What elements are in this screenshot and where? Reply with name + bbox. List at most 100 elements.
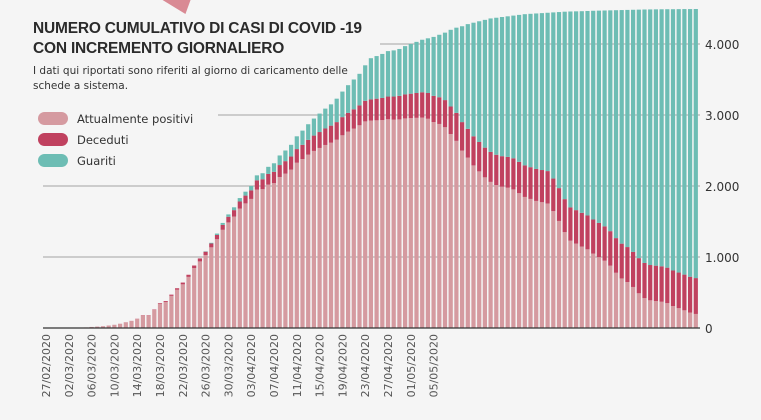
bar-segment-guariti xyxy=(568,11,573,208)
bar-segment-positivi xyxy=(636,293,641,328)
bar-segment-positivi xyxy=(648,300,653,328)
x-tick-label: 18/03/2020 xyxy=(154,334,167,397)
bar-segment-guariti xyxy=(391,50,396,97)
bar-segment-deceduti xyxy=(442,100,448,128)
x-tick-label: 11/04/2020 xyxy=(291,334,304,397)
legend-label: Deceduti xyxy=(77,132,129,147)
bar-segment-deceduti xyxy=(517,161,522,194)
bar-segment-positivi xyxy=(243,203,248,328)
bar-segment-deceduti xyxy=(357,105,362,126)
bar-segment-guariti xyxy=(368,58,373,100)
bar-segment-deceduti xyxy=(425,92,430,119)
bar-segment-positivi xyxy=(414,117,419,328)
bar-segment-deceduti xyxy=(499,156,505,187)
bar-segment-guariti xyxy=(237,198,242,202)
x-tick-label: 05/05/2020 xyxy=(428,334,441,397)
bar-segment-guariti xyxy=(591,10,596,220)
bar-segment-deceduti xyxy=(574,210,579,244)
x-tick-label: 14/03/2020 xyxy=(131,334,144,397)
bar-segment-deceduti xyxy=(363,100,368,122)
bar-segment-positivi xyxy=(619,278,624,328)
bar-segment-guariti xyxy=(539,13,544,171)
bar-segment-guariti xyxy=(494,17,499,155)
bar-segment-deceduti xyxy=(562,199,567,233)
bar-segment-positivi xyxy=(317,147,322,328)
bar-segment-positivi xyxy=(271,183,277,328)
bar-segment-guariti xyxy=(659,9,664,267)
bar-segment-positivi xyxy=(163,301,168,328)
bar-segment-deceduti xyxy=(648,265,653,301)
bar-segment-guariti xyxy=(420,39,425,93)
bar-segment-guariti xyxy=(311,118,316,136)
bar-segment-guariti xyxy=(528,13,533,168)
x-tick-label: 06/03/2020 xyxy=(86,334,99,397)
bar-segment-deceduti xyxy=(380,97,385,121)
x-tick-label: 02/03/2020 xyxy=(63,334,76,397)
bar-segment-deceduti xyxy=(682,274,687,311)
bar-segment-deceduti xyxy=(642,262,647,299)
bar-segment-guariti xyxy=(323,108,328,129)
bar-segment-guariti xyxy=(665,9,670,268)
bar-segment-deceduti xyxy=(534,168,539,201)
bar-segment-deceduti xyxy=(260,179,265,190)
legend-label: Guariti xyxy=(77,153,116,168)
bar-segment-deceduti xyxy=(477,141,482,172)
bar-segment-deceduti xyxy=(397,95,402,120)
bar-segment-positivi xyxy=(112,324,117,328)
bar-segment-positivi xyxy=(608,265,613,328)
bar-segment-positivi xyxy=(539,202,544,328)
bar-segment-deceduti xyxy=(437,97,442,124)
bar-segment-guariti xyxy=(608,10,613,232)
bar-segment-guariti xyxy=(648,9,653,266)
bar-segment-guariti xyxy=(328,104,334,126)
bar-segment-deceduti xyxy=(317,132,322,148)
bar-segment-deceduti xyxy=(175,288,180,290)
bar-segment-guariti xyxy=(448,29,453,107)
bar-segment-guariti xyxy=(619,10,624,244)
bar-segment-positivi xyxy=(602,260,607,328)
bar-segment-deceduti xyxy=(431,95,436,123)
bar-segment-guariti xyxy=(260,173,265,180)
bar-segment-deceduti xyxy=(471,136,476,166)
bar-segment-deceduti xyxy=(613,238,619,273)
bar-segment-deceduti xyxy=(568,207,573,241)
bar-segment-positivi xyxy=(363,121,368,328)
bar-segment-positivi xyxy=(152,310,157,328)
bar-segment-positivi xyxy=(568,240,573,328)
bar-segment-deceduti xyxy=(420,92,425,118)
bar-segment-deceduti xyxy=(539,170,544,203)
bar-segment-guariti xyxy=(363,65,368,101)
bar-segment-positivi xyxy=(180,284,185,328)
bar-segment-deceduti xyxy=(448,106,453,135)
bar-segment-positivi xyxy=(688,312,693,328)
bar-segment-positivi xyxy=(323,144,328,328)
bar-segment-positivi xyxy=(534,200,539,328)
bar-segment-deceduti xyxy=(294,149,299,163)
chart-subtitle: I dati qui riportati sono riferiti al gi… xyxy=(33,65,348,92)
bar-segment-deceduti xyxy=(186,274,191,277)
bar-segment-guariti xyxy=(346,85,351,113)
bar-segment-positivi xyxy=(106,325,111,328)
bar-segment-deceduti xyxy=(334,122,339,140)
bar-segment-deceduti xyxy=(311,135,316,151)
x-tick-label: 03/04/2020 xyxy=(245,334,258,397)
bar-segment-deceduti xyxy=(625,247,630,282)
bar-segment-positivi xyxy=(334,139,339,328)
bar-segment-deceduti xyxy=(505,156,510,188)
legend: Attualmente positivi Deceduti Guariti xyxy=(38,108,193,171)
title-line-1: NUMERO CUMULATIVO DI CASI DI COVID -19 xyxy=(33,20,362,37)
bar-segment-positivi xyxy=(146,315,151,328)
bar-segment-guariti xyxy=(226,214,231,217)
bar-segment-deceduti xyxy=(693,278,698,314)
y-tick-label: 4.000 xyxy=(705,38,739,52)
bar-segment-deceduti xyxy=(340,117,345,136)
bar-segment-guariti xyxy=(351,79,356,110)
bar-segment-guariti xyxy=(294,136,299,150)
bar-segment-positivi xyxy=(374,120,379,328)
bar-segment-deceduti xyxy=(214,234,220,240)
bar-segment-guariti xyxy=(636,9,641,259)
bar-segment-positivi xyxy=(368,120,373,329)
bar-segment-guariti xyxy=(596,10,601,223)
bar-segment-positivi xyxy=(385,119,391,328)
bar-segment-positivi xyxy=(517,193,522,328)
